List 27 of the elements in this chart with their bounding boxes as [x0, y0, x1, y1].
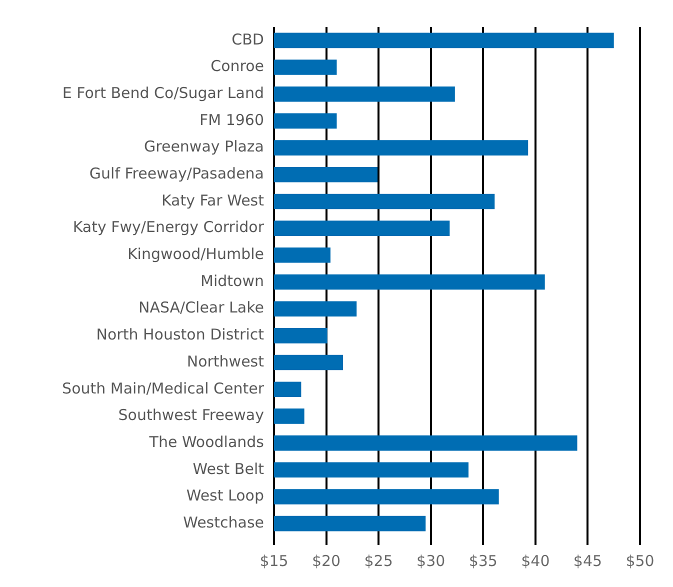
x-tick-label: $30: [416, 552, 446, 570]
y-tick-label: Katy Far West: [161, 191, 264, 210]
y-tick-label: Gulf Freeway/Pasadena: [89, 164, 264, 183]
x-tick-label: $40: [521, 552, 550, 570]
y-tick-label: Conroe: [210, 57, 264, 76]
y-tick-label: West Loop: [186, 486, 264, 505]
y-tick-label: Greenway Plaza: [144, 138, 264, 156]
y-tick-label: CBD: [232, 30, 264, 48]
x-tick-label: $50: [626, 552, 654, 570]
y-tick-label: Southwest Freeway: [118, 406, 264, 424]
y-tick-label: Midtown: [200, 272, 264, 290]
y-tick-label: South Main/Medical Center: [62, 379, 265, 398]
y-tick-label: The Woodlands: [148, 432, 264, 451]
y-tick-label: North Houston District: [96, 326, 264, 344]
y-tick-label: Westchase: [183, 513, 264, 532]
x-tick-label: $25: [364, 552, 393, 570]
y-tick-label: Kingwood/Humble: [127, 245, 264, 264]
x-tick-label: $15: [260, 552, 288, 570]
x-tick-label: $20: [312, 552, 341, 570]
y-tick-label: West Belt: [192, 460, 264, 478]
y-tick-label: NASA/Clear Lake: [138, 298, 264, 317]
x-tick-label: $35: [468, 552, 498, 570]
y-tick-label: FM 1960: [199, 110, 264, 129]
y-tick-label: Katy Fwy/Energy Corridor: [72, 218, 265, 236]
x-tick-label: $45: [573, 552, 602, 570]
y-tick-label: E Fort Bend Co/Sugar Land: [62, 84, 264, 102]
y-tick-label: Northwest: [186, 352, 264, 370]
